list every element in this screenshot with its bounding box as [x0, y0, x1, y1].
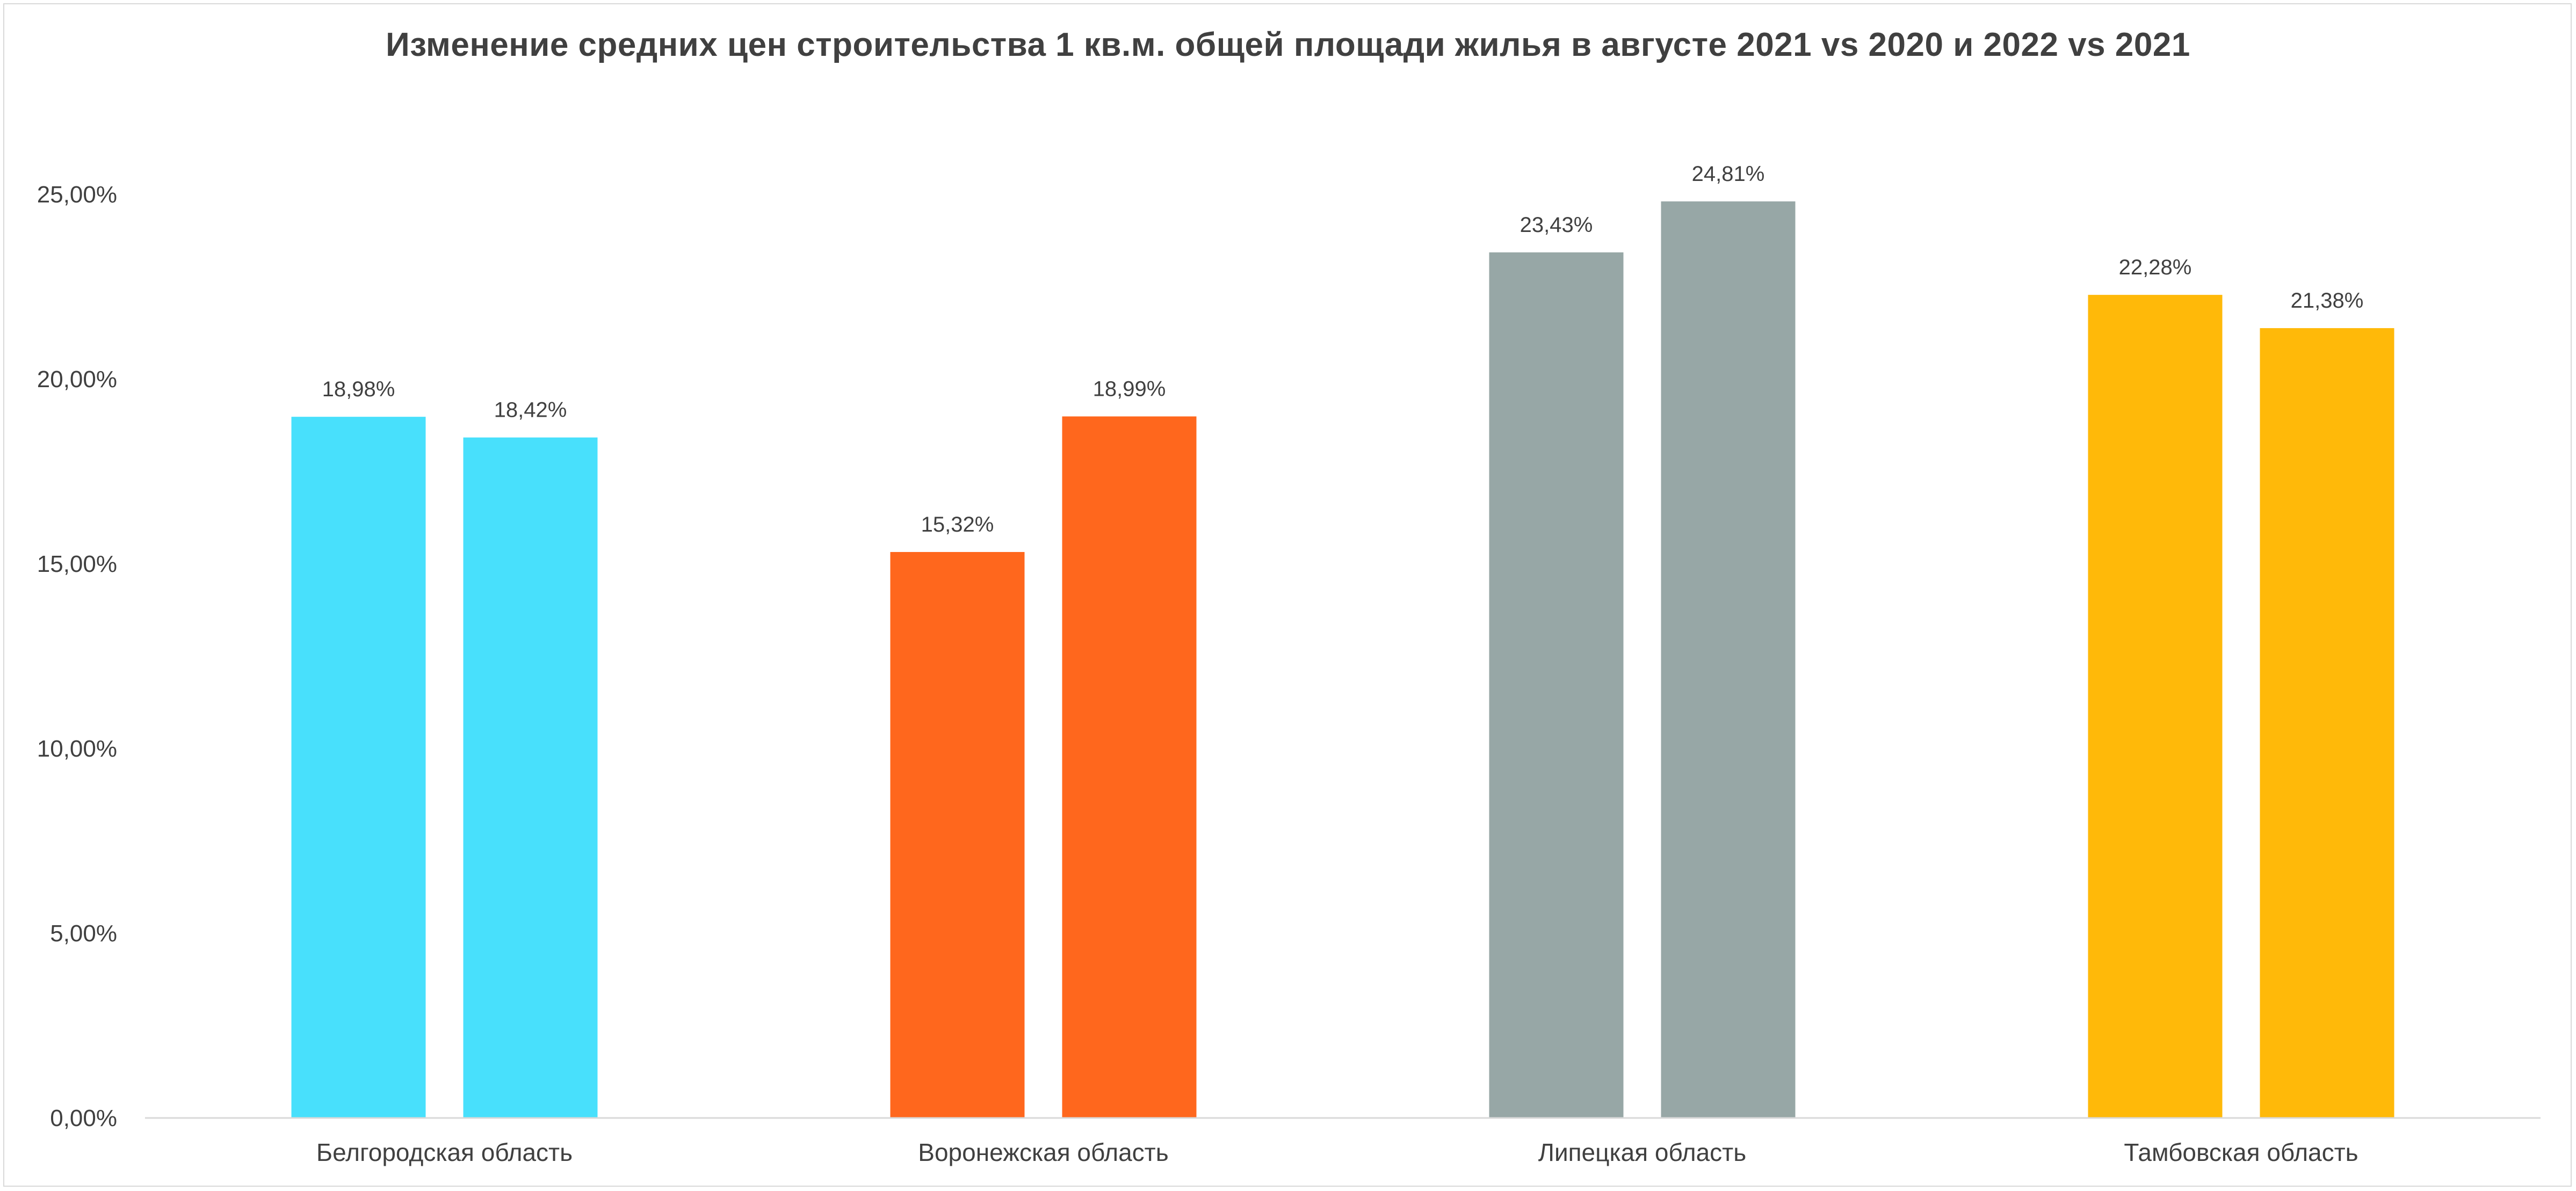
- bar: [463, 437, 598, 1118]
- bar: [1489, 252, 1624, 1118]
- y-tick-label: 0,00%: [50, 1105, 117, 1131]
- bar: [291, 417, 426, 1118]
- chart-title: Изменение средних цен строительства 1 кв…: [386, 26, 2190, 63]
- y-axis-ticks: 0,00% 5,00% 10,00% 15,00% 20,00% 25,00%: [37, 181, 117, 1131]
- category-labels: Белгородская область Воронежская область Л…: [316, 1138, 2358, 1166]
- data-label: 18,98%: [322, 377, 395, 401]
- data-label: 18,42%: [494, 398, 567, 422]
- y-tick-label: 25,00%: [37, 181, 117, 208]
- data-label: 15,32%: [921, 513, 994, 536]
- y-tick-label: 15,00%: [37, 551, 117, 577]
- data-label: 18,99%: [1093, 377, 1166, 401]
- bar: [1661, 201, 1796, 1118]
- category-label: Воронежская область: [918, 1138, 1168, 1166]
- bars: [291, 201, 2394, 1118]
- data-label: 21,38%: [2291, 289, 2364, 313]
- data-label: 22,28%: [2119, 256, 2192, 279]
- bar: [890, 551, 1025, 1118]
- bar: [1062, 416, 1197, 1118]
- category-label: Тамбовская область: [2124, 1138, 2358, 1166]
- data-label: 23,43%: [1520, 213, 1593, 237]
- category-label: Белгородская область: [316, 1138, 573, 1166]
- y-tick-label: 5,00%: [50, 920, 117, 947]
- data-labels: 18,98% 18,42% 15,32% 18,99% 23,43% 24,81% 22,2…: [322, 162, 2364, 536]
- y-tick-label: 10,00%: [37, 736, 117, 762]
- y-tick-label: 20,00%: [37, 366, 117, 393]
- bar: [2260, 328, 2394, 1118]
- data-label: 24,81%: [1692, 162, 1765, 186]
- bar: [2088, 295, 2223, 1118]
- category-label: Липецкая область: [1538, 1138, 1746, 1166]
